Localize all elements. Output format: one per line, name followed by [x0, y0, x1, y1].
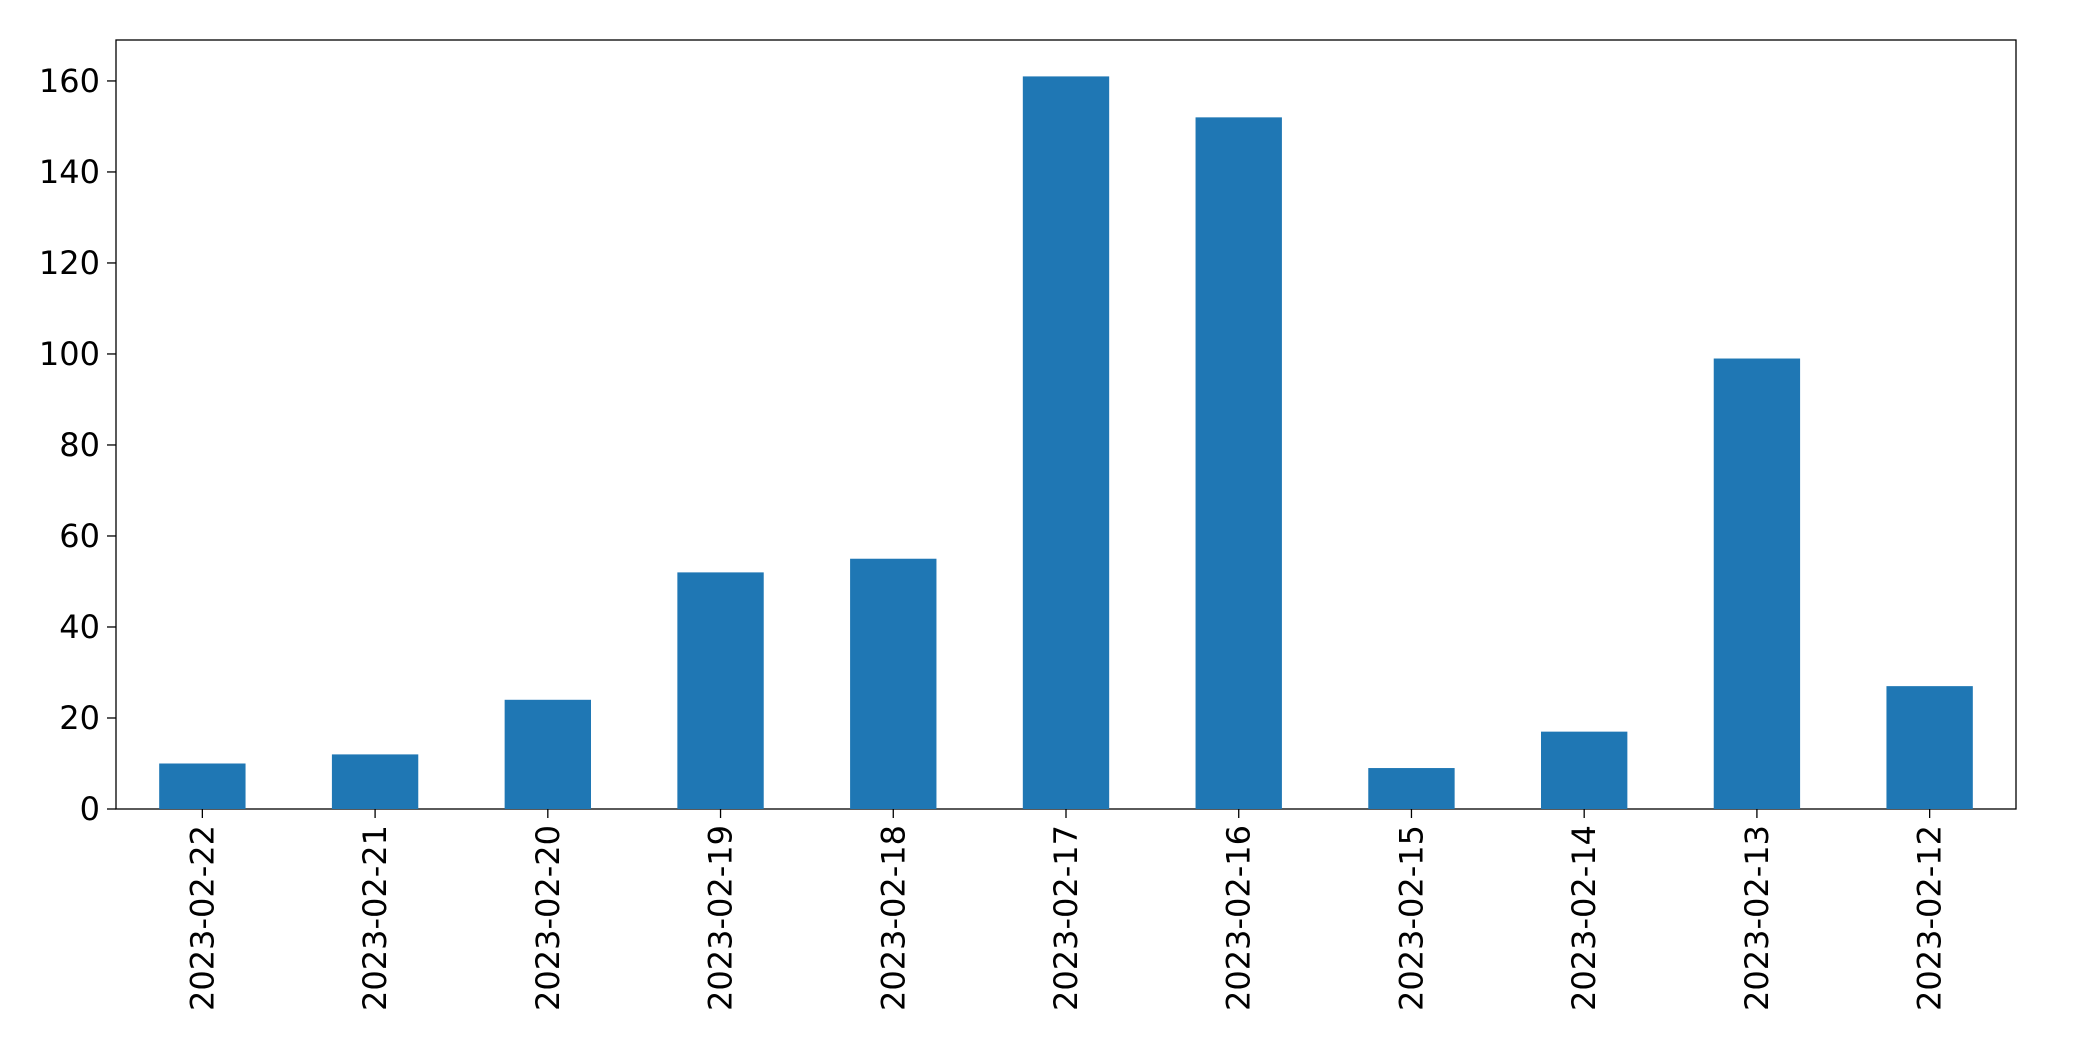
- x-tick-label: 2023-02-16: [1220, 825, 1258, 1011]
- x-tick-label: 2023-02-22: [183, 825, 221, 1011]
- y-tick-label: 20: [59, 699, 100, 737]
- bar: [1195, 117, 1282, 809]
- y-tick-label: 60: [59, 517, 100, 555]
- y-tick-label: 40: [59, 608, 100, 646]
- bar: [677, 572, 764, 809]
- bar: [1886, 686, 1973, 809]
- bar: [850, 558, 937, 809]
- y-tick-label: 120: [39, 244, 100, 282]
- x-tick-label: 2023-02-17: [1047, 825, 1085, 1011]
- y-tick-label: 140: [39, 153, 100, 191]
- y-tick-label: 0: [80, 790, 100, 828]
- x-tick-label: 2023-02-20: [529, 825, 567, 1011]
- bar: [1713, 358, 1801, 809]
- bar: [504, 699, 591, 809]
- y-tick-label: 160: [39, 62, 100, 100]
- x-tick-label: 2023-02-14: [1565, 825, 1603, 1011]
- bar: [331, 754, 419, 809]
- y-tick-label: 80: [59, 426, 100, 464]
- bar: [1368, 768, 1455, 809]
- x-tick-label: 2023-02-12: [1911, 825, 1949, 1011]
- y-tick-label: 100: [39, 335, 100, 373]
- x-tick-label: 2023-02-15: [1392, 825, 1430, 1011]
- x-tick-label: 2023-02-18: [874, 825, 912, 1011]
- bar: [159, 763, 246, 809]
- bar: [1022, 76, 1110, 810]
- x-tick-label: 2023-02-13: [1738, 825, 1776, 1011]
- x-tick-label: 2023-02-19: [702, 825, 740, 1011]
- x-tick-label: 2023-02-21: [356, 825, 394, 1011]
- bar: [1541, 731, 1628, 809]
